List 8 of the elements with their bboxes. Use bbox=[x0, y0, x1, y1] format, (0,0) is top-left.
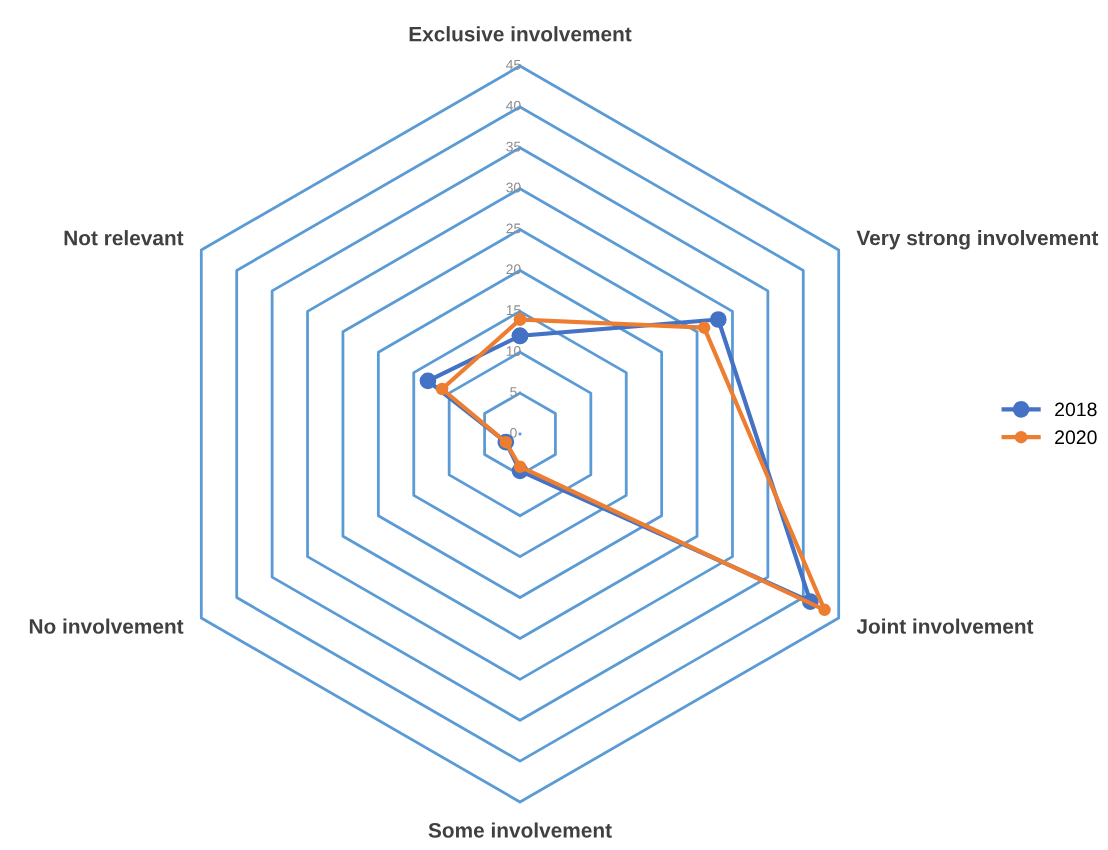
spoke-label: Joint involvement bbox=[856, 618, 1034, 634]
spoke-label: No involvement bbox=[29, 618, 184, 634]
legend-label: 2018 bbox=[1055, 402, 1097, 417]
spoke-label: Very strong involvement bbox=[856, 230, 1099, 250]
spoke-label: Exclusive involvement bbox=[409, 26, 632, 42]
spoke-label: Some involvement bbox=[428, 822, 612, 838]
legend-label: 2020 bbox=[1055, 430, 1097, 445]
spoke-label: Not relevant bbox=[64, 230, 184, 246]
